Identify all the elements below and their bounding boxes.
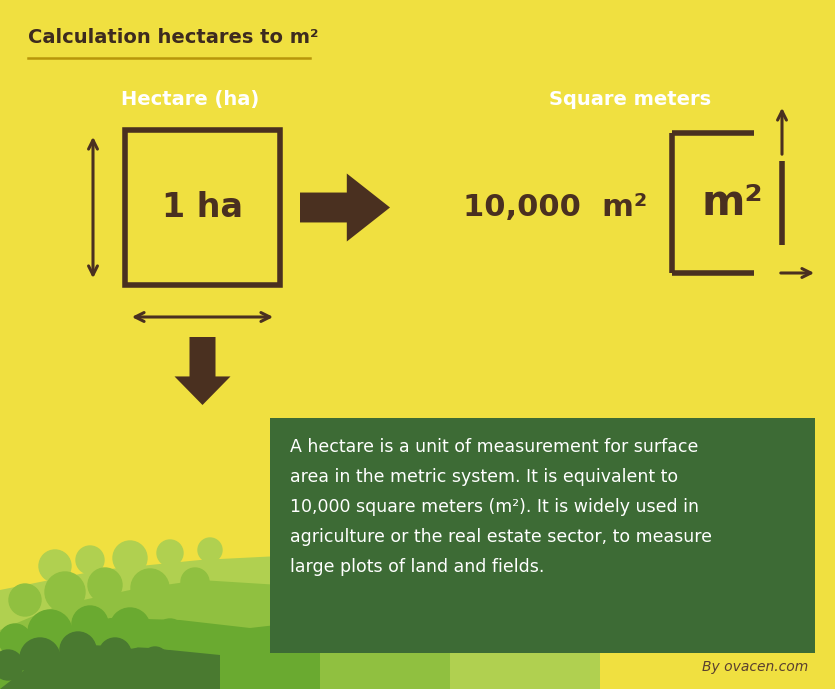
Circle shape xyxy=(60,632,96,668)
Text: By ovacen.com: By ovacen.com xyxy=(701,660,808,674)
Circle shape xyxy=(76,546,104,574)
Circle shape xyxy=(181,568,209,596)
Text: A hectare is a unit of measurement for surface
area in the metric system. It is : A hectare is a unit of measurement for s… xyxy=(290,438,712,575)
Circle shape xyxy=(142,647,168,673)
Circle shape xyxy=(9,584,41,616)
Circle shape xyxy=(28,610,72,654)
Circle shape xyxy=(45,572,85,612)
Bar xyxy=(270,418,815,653)
Text: 10,000  m²: 10,000 m² xyxy=(463,193,647,222)
Circle shape xyxy=(0,624,31,656)
Circle shape xyxy=(113,541,147,575)
Circle shape xyxy=(20,638,60,678)
Circle shape xyxy=(88,568,122,602)
Polygon shape xyxy=(300,174,390,242)
Text: Hectare (ha): Hectare (ha) xyxy=(121,90,259,109)
Circle shape xyxy=(155,619,185,649)
Polygon shape xyxy=(0,540,600,689)
Text: 1 ha: 1 ha xyxy=(162,191,243,224)
Text: Square meters: Square meters xyxy=(549,90,711,109)
Circle shape xyxy=(99,638,131,670)
Polygon shape xyxy=(0,565,450,689)
Polygon shape xyxy=(0,645,220,689)
Circle shape xyxy=(110,608,150,648)
Circle shape xyxy=(72,606,108,642)
Text: Calculation hectares to m²: Calculation hectares to m² xyxy=(28,28,318,47)
Polygon shape xyxy=(0,618,320,689)
Circle shape xyxy=(131,569,169,607)
Circle shape xyxy=(0,650,23,680)
Circle shape xyxy=(39,550,71,582)
Bar xyxy=(125,130,280,285)
Text: m²: m² xyxy=(701,182,763,224)
Circle shape xyxy=(157,540,183,566)
Polygon shape xyxy=(175,337,230,405)
Circle shape xyxy=(198,538,222,562)
